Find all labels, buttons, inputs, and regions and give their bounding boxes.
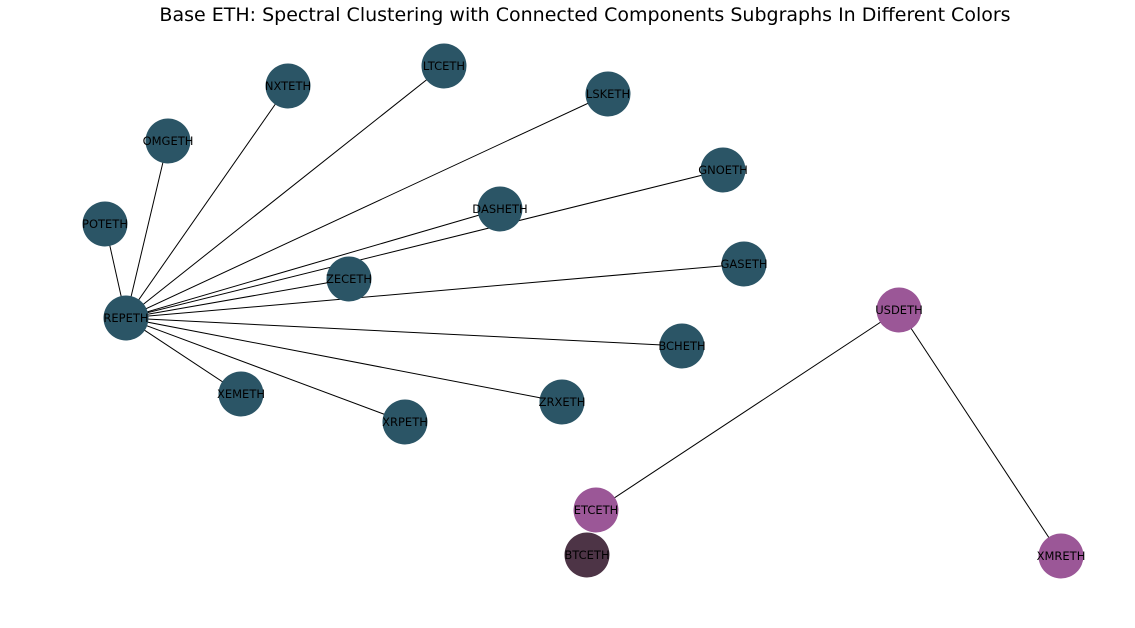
edge-repeth-gnoeth [125, 169, 724, 319]
node-circle [421, 43, 467, 89]
node-lsketh: LSKETH [585, 71, 631, 117]
node-circle [82, 201, 128, 247]
edge-repeth-xemeth [125, 317, 242, 395]
node-omgeth: OMGETH [143, 118, 194, 164]
edge-repeth-lsketh [125, 93, 609, 319]
node-circle [382, 399, 428, 445]
edge-repeth-nxteth [125, 85, 289, 319]
node-btceth: BTCETH [564, 532, 610, 578]
node-label: ZECETH [326, 272, 372, 286]
node-label: ZRXETH [539, 395, 586, 409]
node-circle [564, 532, 610, 578]
edge-layer [104, 65, 1062, 557]
edge-repeth-zeceth [125, 278, 350, 319]
node-xrpeth: XRPETH [382, 399, 428, 445]
edge-repeth-ltceth [125, 65, 445, 319]
node-nxteth: NXTETH [265, 63, 311, 109]
node-circle [218, 371, 264, 417]
node-xmreth: XMRETH [1037, 533, 1086, 579]
node-label: USDETH [875, 303, 923, 317]
node-poteth: POTETH [82, 201, 128, 247]
edge-repeth-gaseth [125, 263, 745, 319]
edge-repeth-xrpeth [125, 317, 406, 423]
node-circle [477, 186, 523, 232]
node-circle [659, 323, 705, 369]
node-ltceth: LTCETH [421, 43, 467, 89]
node-circle [1038, 533, 1084, 579]
edge-repeth-zrxeth [125, 317, 563, 403]
node-circle [721, 241, 767, 287]
node-layer: REPETH POTETH OMGETH NXTETH LTCETH LSKETH GNOE… [82, 43, 1086, 579]
node-gaseth: GASETH [720, 241, 768, 287]
node-gnoeth: GNOETH [698, 147, 748, 193]
node-zeceth: ZECETH [326, 256, 372, 302]
node-label: GNOETH [698, 163, 748, 177]
node-circle [573, 487, 619, 533]
node-label: LSKETH [586, 87, 630, 101]
node-label: BTCETH [564, 548, 609, 562]
node-etceth: ETCETH [573, 487, 619, 533]
node-circle [265, 63, 311, 109]
node-circle [539, 379, 585, 425]
node-label: NXTETH [265, 79, 311, 93]
node-circle [103, 295, 149, 341]
node-label: XEMETH [217, 387, 265, 401]
edge-repeth-dasheth [125, 208, 501, 319]
node-circle [326, 256, 372, 302]
node-label: REPETH [103, 311, 148, 325]
node-label: POTETH [82, 217, 128, 231]
node-bcheth: BCHETH [658, 323, 706, 369]
node-label: BCHETH [658, 339, 705, 353]
node-usdeth: USDETH [875, 287, 923, 333]
node-label: DASHETH [472, 202, 527, 216]
node-repeth: REPETH [103, 295, 149, 341]
node-label: OMGETH [143, 134, 194, 148]
node-label: ETCETH [574, 503, 619, 517]
edge-repeth-bcheth [125, 317, 683, 347]
node-circle [585, 71, 631, 117]
node-circle [700, 147, 746, 193]
edge-repeth-omgeth [125, 140, 169, 319]
node-circle [145, 118, 191, 164]
node-label: XRPETH [382, 415, 428, 429]
diagram-title: Base ETH: Spectral Clustering with Conne… [159, 4, 1011, 26]
node-zrxeth: ZRXETH [539, 379, 586, 425]
node-dasheth: DASHETH [472, 186, 528, 232]
node-circle [876, 287, 922, 333]
edge-usdeth-etceth [595, 309, 900, 511]
node-label: LTCETH [423, 59, 465, 73]
node-label: XMRETH [1037, 549, 1086, 563]
node-xemeth: XEMETH [217, 371, 265, 417]
node-label: GASETH [720, 257, 767, 271]
edge-usdeth-xmreth [898, 309, 1062, 557]
